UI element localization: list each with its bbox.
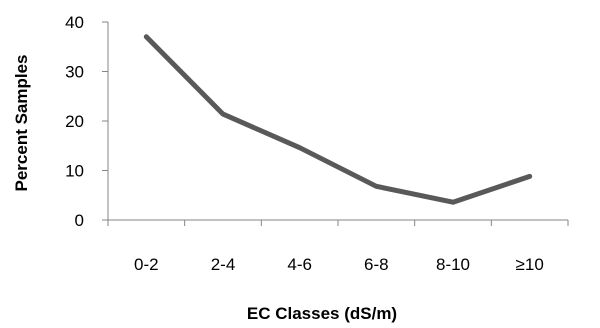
series-line (143, 34, 533, 205)
y-tick-label: 0 (75, 211, 84, 230)
y-tick-label: 10 (65, 162, 84, 181)
y-tick-label: 40 (65, 13, 84, 32)
y-tick-label: 20 (65, 112, 84, 131)
x-axis-title: EC Classes (dS/m) (247, 304, 397, 323)
series-layer (143, 34, 533, 205)
x-tick-label: 2-4 (211, 255, 236, 274)
x-tick-label: 8-10 (436, 255, 470, 274)
x-tick-label: ≥10 (516, 255, 544, 274)
x-tick-label: 0-2 (134, 255, 159, 274)
y-axis-ticks: 0 10 20 30 40 (65, 13, 108, 230)
x-tick-label: 4-6 (287, 255, 312, 274)
y-tick-label: 30 (65, 63, 84, 82)
x-tick-label: 6-8 (364, 255, 389, 274)
y-axis-title: Percent Samples (12, 54, 31, 191)
x-axis-ticks: 0-2 2-4 4-6 6-8 8-10 ≥10 (107, 220, 569, 274)
